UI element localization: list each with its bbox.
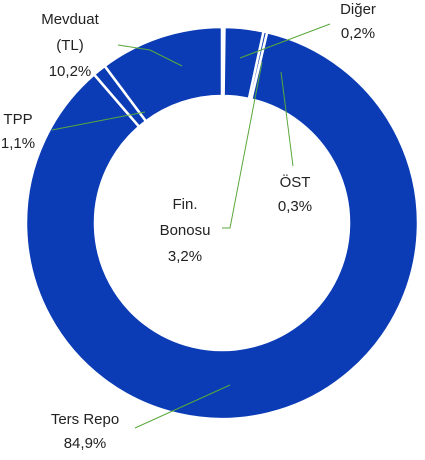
category-label: ÖST	[280, 173, 311, 191]
category-label: TPP	[3, 111, 32, 128]
category-label: Fin. Bonosu	[160, 196, 211, 239]
leader-line	[222, 61, 263, 229]
value-label: 0,3%	[278, 198, 312, 215]
leader-line	[117, 44, 183, 67]
value-label: 3,2%	[168, 248, 202, 265]
leader-line	[239, 23, 331, 59]
leader-line	[134, 384, 231, 429]
category-label: Ters Repo	[51, 411, 119, 428]
leader-line	[280, 71, 294, 167]
donut-segment	[102, 25, 224, 123]
value-label: 84,9%	[64, 435, 107, 452]
value-label: 10,2%	[49, 63, 92, 80]
category-label: Diğer	[340, 1, 376, 18]
value-label: 0,2%	[341, 25, 375, 42]
donut-segment	[24, 30, 420, 421]
leader-line	[51, 111, 146, 131]
category-label: Mevduat (TL)	[41, 11, 99, 54]
value-label: 1,1%	[1, 135, 35, 152]
